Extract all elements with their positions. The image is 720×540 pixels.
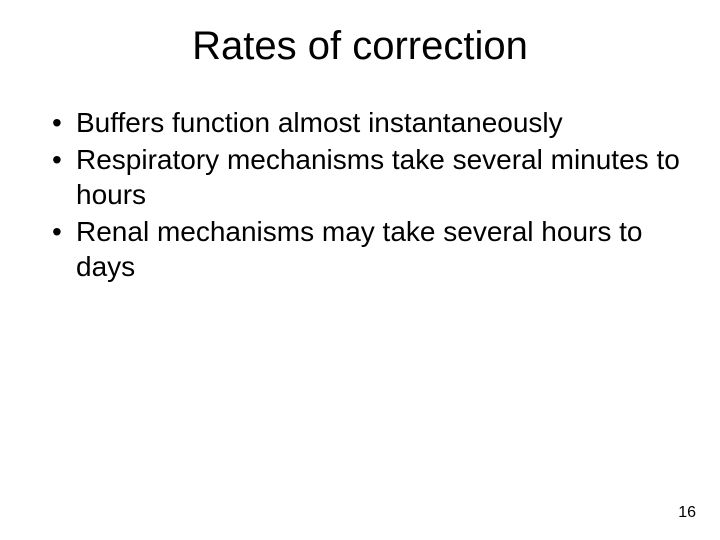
bullet-item: Renal mechanisms may take several hours … (40, 214, 680, 284)
bullet-item: Buffers function almost instantaneously (40, 105, 680, 140)
slide-title: Rates of correction (0, 0, 720, 69)
page-number: 16 (678, 504, 696, 522)
bullet-item: Respiratory mechanisms take several minu… (40, 142, 680, 212)
slide: Rates of correction Buffers function alm… (0, 0, 720, 540)
bullet-list: Buffers function almost instantaneously … (40, 105, 680, 284)
slide-body: Buffers function almost instantaneously … (0, 69, 720, 284)
